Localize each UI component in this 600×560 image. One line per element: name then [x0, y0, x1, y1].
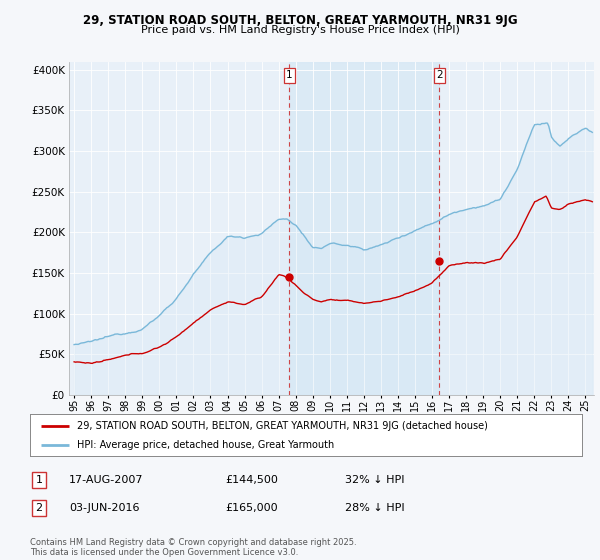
Text: £144,500: £144,500	[225, 475, 278, 485]
Text: HPI: Average price, detached house, Great Yarmouth: HPI: Average price, detached house, Grea…	[77, 440, 334, 450]
Text: 17-AUG-2007: 17-AUG-2007	[69, 475, 143, 485]
Text: £165,000: £165,000	[225, 503, 278, 513]
Bar	[289, 62, 439, 395]
Text: Contains HM Land Registry data © Crown copyright and database right 2025.
This d: Contains HM Land Registry data © Crown c…	[30, 538, 356, 557]
Text: 1: 1	[286, 71, 293, 81]
Text: 32% ↓ HPI: 32% ↓ HPI	[345, 475, 404, 485]
Text: Price paid vs. HM Land Registry's House Price Index (HPI): Price paid vs. HM Land Registry's House …	[140, 25, 460, 35]
Text: 2: 2	[35, 503, 43, 513]
Text: 28% ↓ HPI: 28% ↓ HPI	[345, 503, 404, 513]
Text: 1: 1	[35, 475, 43, 485]
Text: 29, STATION ROAD SOUTH, BELTON, GREAT YARMOUTH, NR31 9JG (detached house): 29, STATION ROAD SOUTH, BELTON, GREAT YA…	[77, 421, 488, 431]
Text: 03-JUN-2016: 03-JUN-2016	[69, 503, 139, 513]
Text: 29, STATION ROAD SOUTH, BELTON, GREAT YARMOUTH, NR31 9JG: 29, STATION ROAD SOUTH, BELTON, GREAT YA…	[83, 14, 517, 27]
Text: 2: 2	[436, 71, 443, 81]
